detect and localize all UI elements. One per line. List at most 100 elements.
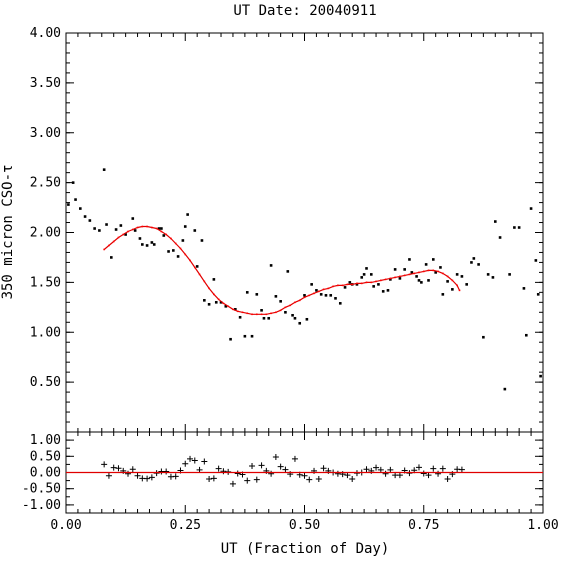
main-data-point xyxy=(403,268,406,271)
residual-residual-point xyxy=(301,472,308,479)
main-y-tick-label: 1.50 xyxy=(30,275,61,290)
main-data-point xyxy=(362,273,366,276)
main-data-point xyxy=(83,215,87,218)
main-fit-sample xyxy=(103,248,105,251)
residual-y-tick-label: -0.50 xyxy=(22,482,61,497)
residual-residual-point xyxy=(182,460,189,467)
main-fit-sample xyxy=(232,308,234,311)
residual-y-tick-label: 0.00 xyxy=(30,466,61,481)
main-fit-sample xyxy=(341,284,344,287)
main-data-point xyxy=(105,223,108,226)
main-fit-sample xyxy=(375,280,377,283)
residual-residual-point xyxy=(406,470,413,477)
main-data-point xyxy=(410,271,414,274)
main-data-point xyxy=(536,293,540,296)
main-fit-sample xyxy=(313,292,315,295)
main-data-point xyxy=(243,334,247,338)
main-data-point xyxy=(470,261,473,264)
main-fit-sample xyxy=(165,233,167,236)
main-data-point xyxy=(224,305,228,308)
residual-residual-point xyxy=(253,476,260,483)
main-data-point xyxy=(310,283,313,286)
residual-residual-point xyxy=(268,470,275,477)
main-data-point xyxy=(250,334,254,338)
main-data-point xyxy=(167,250,170,253)
main-fit-sample xyxy=(360,282,363,285)
main-data-point xyxy=(408,258,411,261)
main-data-point xyxy=(138,237,142,240)
main-data-point xyxy=(465,283,468,286)
main-fit-sample xyxy=(117,236,120,239)
main-y-tick-label: 3.50 xyxy=(30,76,61,91)
residual-residual-point xyxy=(277,463,284,470)
main-data-point xyxy=(434,271,437,274)
main-data-point xyxy=(133,229,137,232)
main-fit-sample xyxy=(198,273,201,276)
residual-residual-point xyxy=(349,475,356,482)
main-fit-sample xyxy=(241,311,244,314)
main-fit-sample xyxy=(399,275,401,278)
main-data-point xyxy=(183,225,187,228)
residual-residual-point xyxy=(244,477,251,484)
main-fit-sample xyxy=(203,280,206,283)
main-data-point xyxy=(186,213,189,216)
residual-x-tick-label: 0.00 xyxy=(50,518,81,533)
main-data-point xyxy=(534,259,538,262)
residual-residual-point xyxy=(229,480,236,487)
residual-residual-point xyxy=(134,472,141,479)
main-y-tick-label: 4.00 xyxy=(30,26,61,41)
main-fit-sample xyxy=(322,288,325,291)
main-data-point xyxy=(298,321,302,325)
main-data-point xyxy=(305,317,309,321)
main-fit-sample xyxy=(303,296,306,299)
main-data-point xyxy=(455,273,459,276)
main-data-point xyxy=(334,297,337,300)
main-data-point xyxy=(355,283,359,286)
residual-y-tick-label: 1.00 xyxy=(30,433,61,448)
main-fit-sample xyxy=(370,281,373,284)
residual-residual-point xyxy=(382,470,389,477)
main-data-point xyxy=(303,294,306,297)
main-fit-sample xyxy=(246,312,249,315)
main-data-point xyxy=(293,316,297,320)
main-data-point xyxy=(245,291,249,294)
main-fit-sample xyxy=(227,305,229,308)
main-data-point xyxy=(67,203,70,206)
main-data-point xyxy=(200,239,204,242)
residual-x-tick-label: 0.75 xyxy=(408,518,439,533)
main-data-point xyxy=(446,280,449,283)
main-data-point xyxy=(150,241,154,244)
main-fit-sample xyxy=(236,310,239,313)
main-fit-sample xyxy=(413,272,416,275)
main-data-point xyxy=(279,300,282,303)
main-data-point xyxy=(420,281,423,284)
chart-title: UT Date: 20040911 xyxy=(233,3,376,19)
residual-residual-point xyxy=(291,455,298,462)
main-data-point xyxy=(539,374,542,378)
main-fit-sample xyxy=(284,306,287,309)
main-data-point xyxy=(329,294,333,297)
main-fit-sample xyxy=(141,225,144,228)
main-data-point xyxy=(145,244,149,247)
residual-residual-point xyxy=(101,461,108,468)
main-fit-sample xyxy=(389,277,392,280)
main-data-point xyxy=(494,220,497,223)
main-fit-sample xyxy=(446,275,449,278)
main-y-tick-label: 2.50 xyxy=(30,176,61,191)
residual-residual-point xyxy=(435,470,442,477)
main-data-point xyxy=(71,181,75,184)
main-data-point xyxy=(203,299,206,302)
main-y-tick-label: 3.00 xyxy=(30,126,61,141)
residual-residual-point xyxy=(153,470,160,477)
residual-residual-point xyxy=(210,475,217,482)
main-fit-sample xyxy=(327,287,330,290)
residual-residual-point xyxy=(415,464,422,471)
residual-residual-point xyxy=(215,465,222,472)
main-data-point xyxy=(160,227,163,230)
main-fit-sample xyxy=(256,313,258,316)
main-fit-sample xyxy=(189,259,191,262)
main-data-point xyxy=(181,239,185,242)
main-data-point xyxy=(508,273,511,276)
main-data-point xyxy=(212,278,216,281)
residual-residual-point xyxy=(105,472,112,479)
